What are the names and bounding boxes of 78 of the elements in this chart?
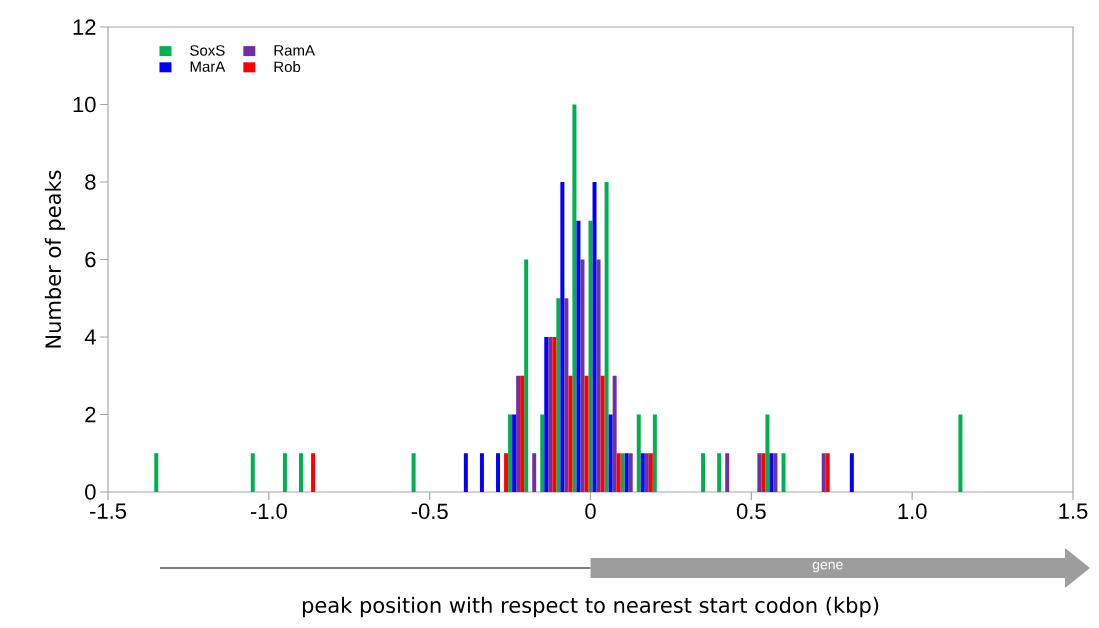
bar	[299, 453, 304, 492]
bar	[250, 453, 255, 492]
bar	[596, 259, 601, 492]
bar	[849, 453, 854, 492]
bar	[463, 453, 468, 492]
bar	[516, 375, 521, 492]
legend-label: SoxS	[190, 45, 225, 56]
y-tick-label: 10	[73, 96, 96, 113]
bar	[556, 298, 561, 492]
bar	[580, 259, 585, 492]
bar	[604, 181, 609, 492]
bar	[757, 453, 762, 492]
y-tick-label: 12	[73, 19, 96, 35]
bar	[769, 453, 774, 492]
bar	[479, 453, 484, 492]
bar	[508, 414, 513, 492]
bar	[628, 453, 633, 492]
bar	[616, 453, 621, 492]
bar	[588, 220, 593, 492]
x-tick-label: 0	[585, 503, 596, 520]
bar	[644, 453, 649, 492]
bar	[512, 414, 517, 492]
bar	[584, 375, 589, 492]
y-tick-label: 8	[85, 174, 96, 190]
bar	[640, 453, 645, 492]
bar	[821, 453, 826, 492]
bar	[600, 375, 605, 492]
bar	[552, 336, 557, 492]
bar	[524, 259, 529, 492]
bar	[725, 453, 730, 492]
bar	[620, 453, 625, 492]
x-tick-label: -0.5	[411, 503, 448, 520]
bar	[411, 453, 416, 492]
x-tick-label: 0.5	[736, 503, 766, 520]
bar	[761, 453, 766, 492]
bar	[576, 220, 581, 492]
bar	[636, 414, 641, 492]
bar	[504, 453, 509, 492]
bar	[568, 375, 573, 492]
bar	[564, 298, 569, 492]
bar	[648, 453, 653, 492]
legend-label: Rob	[274, 61, 301, 73]
y-axis-title: Number of peaks	[44, 170, 66, 348]
bar	[154, 453, 159, 492]
bar	[540, 414, 545, 492]
x-tick-label: -1.0	[250, 503, 287, 520]
y-tick-label: 6	[85, 251, 96, 268]
bar	[311, 453, 316, 492]
y-tick-label: 4	[84, 329, 96, 345]
bar	[544, 336, 549, 492]
bar	[612, 375, 617, 492]
bar	[282, 453, 287, 492]
bar	[532, 453, 537, 492]
bar	[781, 453, 786, 492]
bar	[773, 453, 778, 492]
bar	[765, 414, 770, 492]
y-tick-label: 2	[85, 406, 96, 423]
x-tick-label: -1.5	[90, 503, 127, 519]
bar	[701, 453, 706, 492]
bar	[958, 414, 963, 492]
bar	[624, 453, 629, 492]
bar	[825, 453, 830, 492]
y-tick-label: 0	[85, 484, 96, 500]
bar	[496, 453, 501, 492]
bar	[608, 414, 613, 492]
x-tick-label: 1.5	[1059, 503, 1088, 519]
bar	[592, 181, 597, 492]
bar	[520, 375, 525, 492]
bar	[717, 453, 722, 492]
bar	[560, 181, 565, 492]
bar	[652, 414, 657, 492]
x-tick-label: 1.0	[898, 503, 927, 520]
bar	[548, 336, 553, 492]
text: gene	[812, 561, 843, 573]
legend-label: RamA	[274, 45, 315, 56]
legend-label: MarA	[190, 61, 226, 72]
x-axis-title: peak position with respect to nearest start codon (kbp)	[302, 596, 879, 618]
bar	[572, 104, 577, 492]
